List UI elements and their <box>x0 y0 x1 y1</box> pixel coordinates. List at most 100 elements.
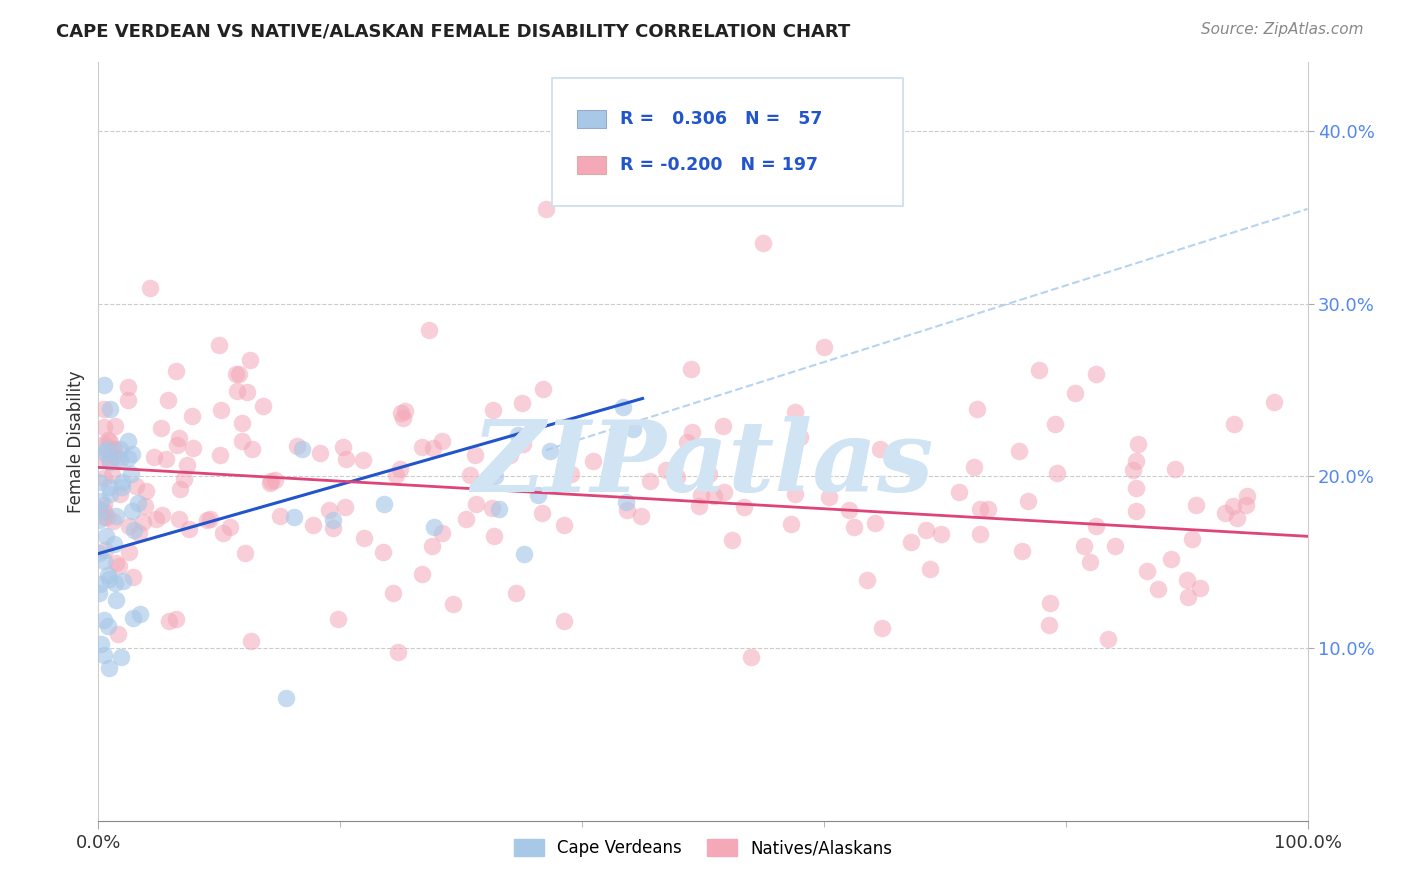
Point <box>335 452 357 467</box>
Point <box>914 523 936 537</box>
Point <box>98 572 121 586</box>
Point <box>322 513 344 527</box>
Point <box>458 467 481 482</box>
Point <box>104 593 127 607</box>
Point <box>269 509 291 524</box>
Point <box>225 384 247 399</box>
Point <box>838 503 860 517</box>
Point <box>259 475 281 490</box>
Point <box>145 512 167 526</box>
Point <box>98 401 121 416</box>
Point <box>929 527 952 541</box>
Point <box>118 545 141 559</box>
Point <box>285 439 308 453</box>
Point <box>1125 454 1147 468</box>
Point <box>93 498 115 512</box>
Point <box>98 455 121 469</box>
Point <box>464 448 486 462</box>
Point <box>966 402 988 417</box>
Point <box>87 586 110 600</box>
Point <box>1175 573 1198 587</box>
Point <box>1263 394 1285 409</box>
Point <box>108 453 131 467</box>
Point <box>121 504 143 518</box>
Point <box>93 504 115 518</box>
Point <box>389 406 412 420</box>
Point <box>87 475 110 490</box>
Point <box>813 340 835 354</box>
Point <box>96 442 118 456</box>
Point <box>180 409 202 424</box>
Point <box>173 472 195 486</box>
Point <box>353 531 375 545</box>
Point <box>352 452 374 467</box>
Point <box>1164 462 1187 476</box>
Point <box>783 486 806 500</box>
Point <box>1146 582 1168 597</box>
Point <box>1084 519 1107 533</box>
Point <box>1234 499 1257 513</box>
Point <box>103 442 125 456</box>
Point <box>107 559 129 574</box>
Point <box>97 433 120 447</box>
Point <box>239 352 262 367</box>
Point <box>105 508 128 523</box>
Point <box>430 526 453 541</box>
Point <box>131 515 153 529</box>
Point <box>121 447 143 461</box>
Point <box>94 542 117 557</box>
Point <box>740 649 762 664</box>
Point <box>1104 539 1126 553</box>
Point <box>499 448 522 462</box>
Point <box>679 362 702 376</box>
Point <box>963 459 986 474</box>
Point <box>128 607 150 622</box>
Point <box>1177 590 1199 604</box>
Point <box>167 512 190 526</box>
Point <box>454 512 477 526</box>
Point <box>143 450 166 464</box>
Point <box>110 442 132 456</box>
Point <box>111 574 134 588</box>
Point <box>1039 596 1062 610</box>
Point <box>387 645 409 659</box>
Point <box>240 442 263 457</box>
Point <box>150 508 173 523</box>
Point <box>208 338 231 352</box>
Point <box>423 520 446 534</box>
Point <box>98 661 121 675</box>
Point <box>89 577 111 591</box>
Point <box>870 621 893 635</box>
Point <box>675 434 697 449</box>
Point <box>630 509 652 524</box>
Point <box>509 431 531 445</box>
Point <box>703 489 725 503</box>
Point <box>104 419 127 434</box>
FancyBboxPatch shape <box>551 78 903 207</box>
Point <box>869 442 891 457</box>
Point <box>752 236 775 251</box>
Point <box>948 485 970 500</box>
Point <box>1222 499 1244 513</box>
Point <box>124 479 146 493</box>
Point <box>1043 417 1066 432</box>
Point <box>560 467 582 482</box>
Point <box>89 502 111 516</box>
Point <box>117 451 139 466</box>
Point <box>96 529 118 543</box>
Point <box>228 368 250 382</box>
Point <box>101 514 124 528</box>
Point <box>818 490 841 504</box>
Point <box>733 500 755 514</box>
Point <box>711 419 734 434</box>
Point <box>666 470 689 484</box>
Point <box>157 614 180 628</box>
Point <box>614 495 637 509</box>
Point <box>120 467 142 481</box>
Point <box>239 633 262 648</box>
Point <box>616 503 638 517</box>
Text: ZIPatlas: ZIPatlas <box>472 416 934 513</box>
Point <box>411 440 433 454</box>
Point <box>128 526 150 541</box>
Point <box>1181 532 1204 546</box>
